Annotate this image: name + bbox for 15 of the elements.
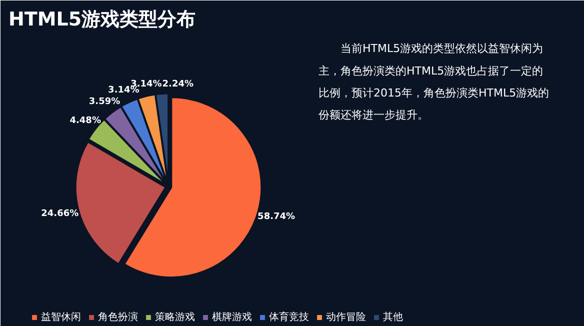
legend-label: 其他 <box>383 310 403 324</box>
chart-title: HTML5游戏类型分布 <box>8 8 196 30</box>
data-label: 24.66% <box>41 208 79 219</box>
legend-label: 动作冒险 <box>326 311 366 324</box>
data-label: 3.14% <box>108 85 140 96</box>
data-label: 3.59% <box>88 97 120 107</box>
legend-label: 棋牌游戏 <box>212 310 252 324</box>
data-label: 2.24% <box>162 80 194 90</box>
legend-label: 体育竞技 <box>269 310 309 324</box>
legend-label: 角色扮演 <box>98 310 138 324</box>
text: 当前HTML5游戏的类型依然以益智休闲为主，角色扮演类的HTML5游戏也占据了一定的比例，预计2015年，角色扮演类HTML5游戏的份额还将进一步提升。 <box>318 42 550 122</box>
data-label: 58.74% <box>258 212 296 222</box>
legend-label: 策略游戏 <box>155 310 195 324</box>
data-label: 4.48% <box>70 116 101 126</box>
legend-label: 益智休闲 <box>41 311 81 324</box>
